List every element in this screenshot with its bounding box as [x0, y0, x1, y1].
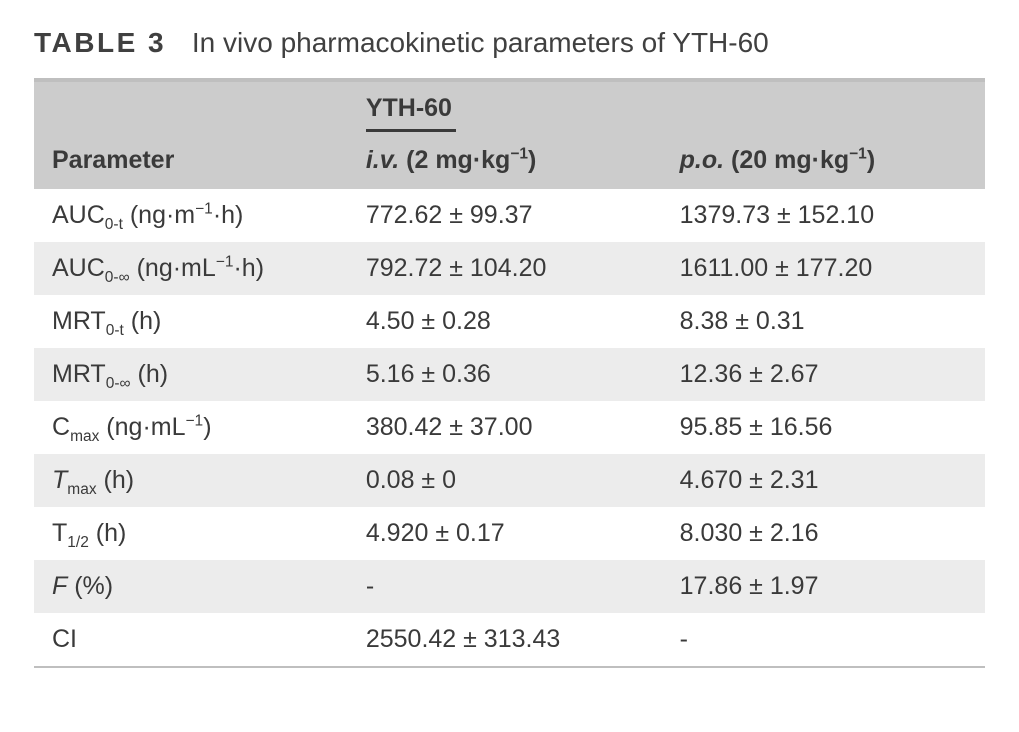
table-row: CI2550.42 ± 313.43- [34, 613, 985, 667]
span-header-compound: YTH-60 [348, 80, 985, 136]
cell-iv: 792.72 ± 104.20 [348, 242, 662, 295]
cell-iv: 0.08 ± 0 [348, 454, 662, 507]
table-row: AUC0-t (ng·m−1·h)772.62 ± 99.371379.73 ±… [34, 189, 985, 242]
cell-iv: 772.62 ± 99.37 [348, 189, 662, 242]
cell-po: 17.86 ± 1.97 [662, 560, 985, 613]
cell-parameter: MRT0-∞ (h) [34, 348, 348, 401]
cell-parameter: Cmax (ng·mL−1) [34, 401, 348, 454]
caption-text: In vivo pharmacokinetic parameters of YT… [192, 27, 769, 58]
table-span-header-row: YTH-60 [34, 80, 985, 136]
cell-parameter: Tmax (h) [34, 454, 348, 507]
cell-po: 4.670 ± 2.31 [662, 454, 985, 507]
table-row: MRT0-∞ (h)5.16 ± 0.3612.36 ± 2.67 [34, 348, 985, 401]
table-head: YTH-60 Parameter i.v. (2 mg·kg−1) p.o. (… [34, 80, 985, 189]
pk-table: YTH-60 Parameter i.v. (2 mg·kg−1) p.o. (… [34, 78, 985, 668]
col-header-iv: i.v. (2 mg·kg−1) [348, 136, 662, 189]
cell-po: 95.85 ± 16.56 [662, 401, 985, 454]
cell-iv: 5.16 ± 0.36 [348, 348, 662, 401]
table-row: Tmax (h)0.08 ± 04.670 ± 2.31 [34, 454, 985, 507]
page: TABLE 3 In vivo pharmacokinetic paramete… [0, 0, 1019, 732]
cell-po: 8.38 ± 0.31 [662, 295, 985, 348]
cell-po: 1611.00 ± 177.20 [662, 242, 985, 295]
table-body: AUC0-t (ng·m−1·h)772.62 ± 99.371379.73 ±… [34, 189, 985, 667]
cell-po: 8.030 ± 2.16 [662, 507, 985, 560]
table-row: MRT0-t (h)4.50 ± 0.288.38 ± 0.31 [34, 295, 985, 348]
cell-iv: 380.42 ± 37.00 [348, 401, 662, 454]
table-row: AUC0-∞ (ng·mL−1·h)792.72 ± 104.201611.00… [34, 242, 985, 295]
cell-parameter: T1/2 (h) [34, 507, 348, 560]
table-row: T1/2 (h)4.920 ± 0.178.030 ± 2.16 [34, 507, 985, 560]
table-row: F (%)-17.86 ± 1.97 [34, 560, 985, 613]
span-header-blank [34, 80, 348, 136]
cell-iv: 2550.42 ± 313.43 [348, 613, 662, 667]
cell-iv: 4.920 ± 0.17 [348, 507, 662, 560]
cell-iv: 4.50 ± 0.28 [348, 295, 662, 348]
cell-parameter: AUC0-∞ (ng·mL−1·h) [34, 242, 348, 295]
cell-parameter: F (%) [34, 560, 348, 613]
table-row: Cmax (ng·mL−1)380.42 ± 37.0095.85 ± 16.5… [34, 401, 985, 454]
cell-po: 1379.73 ± 152.10 [662, 189, 985, 242]
cell-po: - [662, 613, 985, 667]
cell-parameter: MRT0-t (h) [34, 295, 348, 348]
col-header-parameter: Parameter [34, 136, 348, 189]
cell-parameter: AUC0-t (ng·m−1·h) [34, 189, 348, 242]
col-header-po: p.o. (20 mg·kg−1) [662, 136, 985, 189]
table-caption: TABLE 3 In vivo pharmacokinetic paramete… [34, 26, 985, 60]
cell-parameter: CI [34, 613, 348, 667]
table-column-header-row: Parameter i.v. (2 mg·kg−1) p.o. (20 mg·k… [34, 136, 985, 189]
cell-iv: - [348, 560, 662, 613]
cell-po: 12.36 ± 2.67 [662, 348, 985, 401]
span-header-compound-label: YTH-60 [366, 94, 456, 132]
caption-label: TABLE 3 [34, 27, 166, 58]
